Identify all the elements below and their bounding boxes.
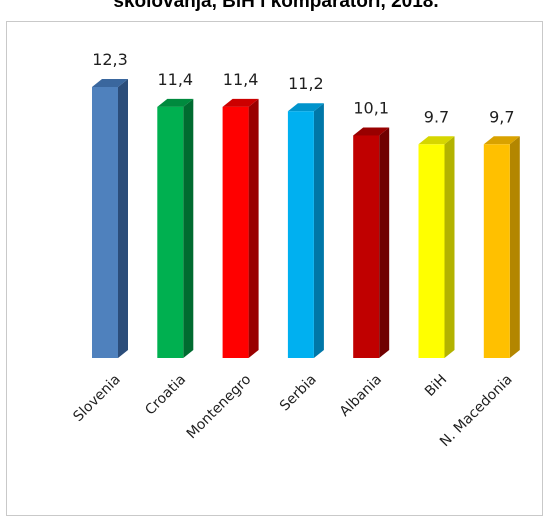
bar-croatia <box>157 106 184 358</box>
category-label-montenegro: Montenegro <box>184 372 255 443</box>
bar-side-bih <box>444 136 455 358</box>
bar-bih <box>418 144 445 358</box>
bar-top-n-macedonia <box>483 136 520 145</box>
bar-side-slovenia <box>118 79 128 358</box>
category-label-bih: BiH <box>422 372 450 400</box>
value-label-croatia: 11,4 <box>157 70 193 89</box>
category-label-slovenia: Slovenia <box>70 372 123 425</box>
category-label-albania: Albania <box>337 372 385 420</box>
bar-side-croatia <box>183 98 194 358</box>
bar-group-bih: 9.7 BiH <box>418 107 455 400</box>
bar-side-albania <box>379 127 390 358</box>
bar-group-albania: 10,1 Albania <box>337 98 390 420</box>
bar-group-serbia: 11,2 Serbia <box>277 74 324 414</box>
bar-top-bih <box>418 136 455 145</box>
bar-top-albania <box>353 127 390 136</box>
bar-top-montenegro <box>222 98 259 107</box>
bar-top-croatia <box>157 98 194 107</box>
bar-montenegro <box>222 106 249 358</box>
bar-top-serbia <box>287 103 324 112</box>
bar-side-montenegro <box>248 98 259 358</box>
bar-slovenia <box>92 87 118 358</box>
bar-side-serbia <box>313 103 324 358</box>
category-label-croatia: Croatia <box>142 372 189 419</box>
bar-group-croatia: 11,4 Croatia <box>142 70 194 419</box>
bar-serbia <box>287 111 314 358</box>
value-label-montenegro: 11,4 <box>223 70 259 89</box>
value-label-slovenia: 12,3 <box>92 50 128 69</box>
category-label-serbia: Serbia <box>277 372 320 415</box>
chart-title: školovanja, BiH i komparatori, 2018. <box>113 0 439 12</box>
bar-top-slovenia <box>92 79 128 87</box>
value-label-n-macedonia: 9,7 <box>489 107 514 126</box>
bar-albania <box>353 135 380 358</box>
bar-group-slovenia: 12,3 Slovenia <box>70 50 128 425</box>
value-label-serbia: 11,2 <box>288 74 324 93</box>
value-label-albania: 10,1 <box>353 98 389 117</box>
bar-side-n-macedonia <box>509 136 520 358</box>
value-label-bih: 9.7 <box>424 107 449 126</box>
bar-n-macedonia <box>483 144 510 358</box>
bar-group-montenegro: 11,4 Montenegro <box>184 70 259 442</box>
